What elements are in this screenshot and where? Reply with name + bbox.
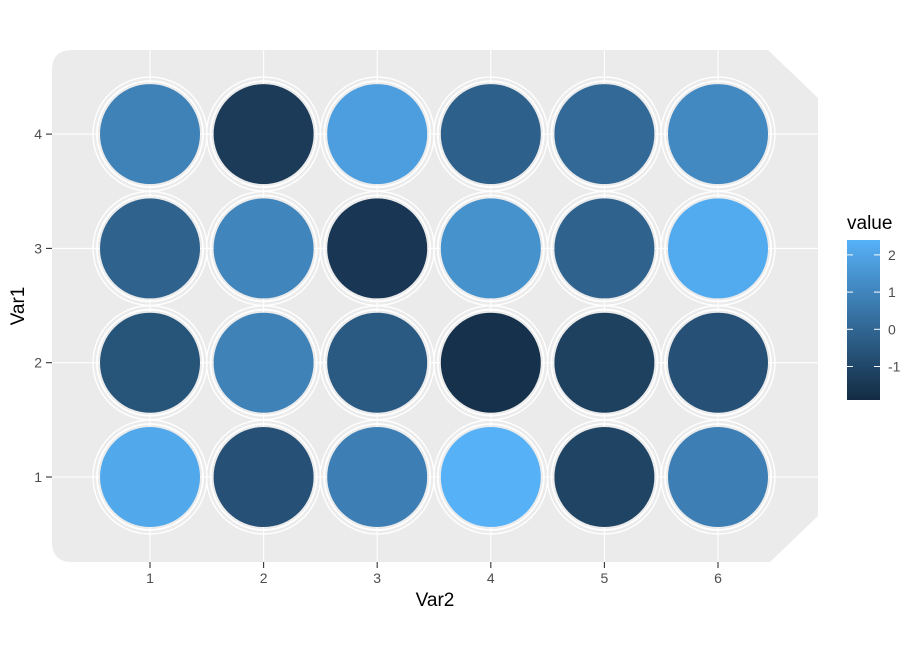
well-cell — [668, 198, 768, 299]
well-cell — [554, 312, 655, 413]
y-axis-title: Var1 — [8, 287, 29, 326]
well-cell — [440, 84, 541, 185]
well-cell — [440, 312, 541, 413]
well-inner-ring — [209, 80, 318, 189]
well-cell — [100, 312, 200, 413]
well-cell — [440, 427, 541, 527]
y-tick-label: 2 — [34, 355, 42, 371]
well-cell — [100, 84, 200, 185]
well-inner-ring — [323, 308, 432, 417]
legend-tick-label: 0 — [888, 321, 896, 337]
axes: 1 2 3 4 5 6 1 2 3 4 — [34, 126, 722, 586]
well-cell — [100, 198, 200, 299]
well-cell — [327, 312, 428, 413]
well-inner-ring — [664, 423, 772, 531]
legend: value 2 1 0 -1 — [847, 213, 901, 400]
well-cell — [213, 84, 314, 185]
well-outer-ring — [660, 76, 776, 192]
well-cell — [554, 198, 655, 299]
well-inner-ring — [96, 80, 204, 189]
well-cell — [554, 427, 655, 527]
well-cell — [668, 84, 768, 185]
y-tick-label: 3 — [34, 240, 42, 256]
well-inner-ring — [323, 194, 432, 303]
well-cell — [668, 312, 768, 413]
well-cell — [327, 427, 428, 527]
well-cell — [668, 427, 768, 527]
well-inner-ring — [209, 423, 318, 531]
well-inner-ring — [96, 308, 204, 417]
x-tick-label: 3 — [373, 570, 381, 586]
legend-ticks: 2 1 0 -1 — [847, 247, 901, 375]
well-cell — [213, 427, 314, 527]
well-inner-ring — [96, 194, 204, 303]
legend-tick-label: 2 — [888, 247, 896, 263]
y-tick-label: 1 — [34, 469, 42, 485]
x-tick-label: 2 — [260, 570, 268, 586]
well-inner-ring — [550, 194, 659, 303]
well-cell — [100, 427, 200, 527]
well-inner-ring — [323, 80, 432, 189]
well-inner-ring — [436, 194, 545, 303]
well-inner-ring — [323, 423, 432, 531]
x-tick-label: 5 — [601, 570, 609, 586]
y-tick-label: 4 — [34, 126, 42, 142]
well-inner-ring — [550, 308, 659, 417]
legend-title: value — [847, 213, 892, 234]
well-inner-ring — [436, 308, 545, 417]
x-axis-title: Var2 — [416, 590, 455, 611]
well-inner-ring — [664, 194, 772, 303]
well-inner-ring — [436, 80, 545, 189]
well-cell — [213, 198, 314, 299]
well-inner-ring — [96, 423, 204, 531]
well-inner-ring — [550, 423, 659, 531]
well-inner-ring — [664, 308, 772, 417]
legend-tick-label: 1 — [888, 284, 896, 300]
legend-tick-label: -1 — [888, 359, 901, 375]
well-inner-ring — [209, 194, 318, 303]
legend-colorbar — [847, 240, 880, 400]
x-tick-label: 4 — [487, 570, 495, 586]
well-inner-ring — [436, 423, 545, 531]
wells — [92, 76, 776, 535]
well-cell — [554, 84, 655, 185]
x-tick-label: 6 — [714, 570, 722, 586]
well-inner-ring — [209, 308, 318, 417]
x-tick-label: 1 — [146, 570, 154, 586]
well-cell — [327, 84, 428, 185]
well-cell — [213, 312, 314, 413]
well-cell — [327, 198, 428, 299]
well-inner-ring — [550, 80, 659, 189]
well-inner-ring — [664, 80, 772, 189]
well-cell — [440, 198, 541, 299]
